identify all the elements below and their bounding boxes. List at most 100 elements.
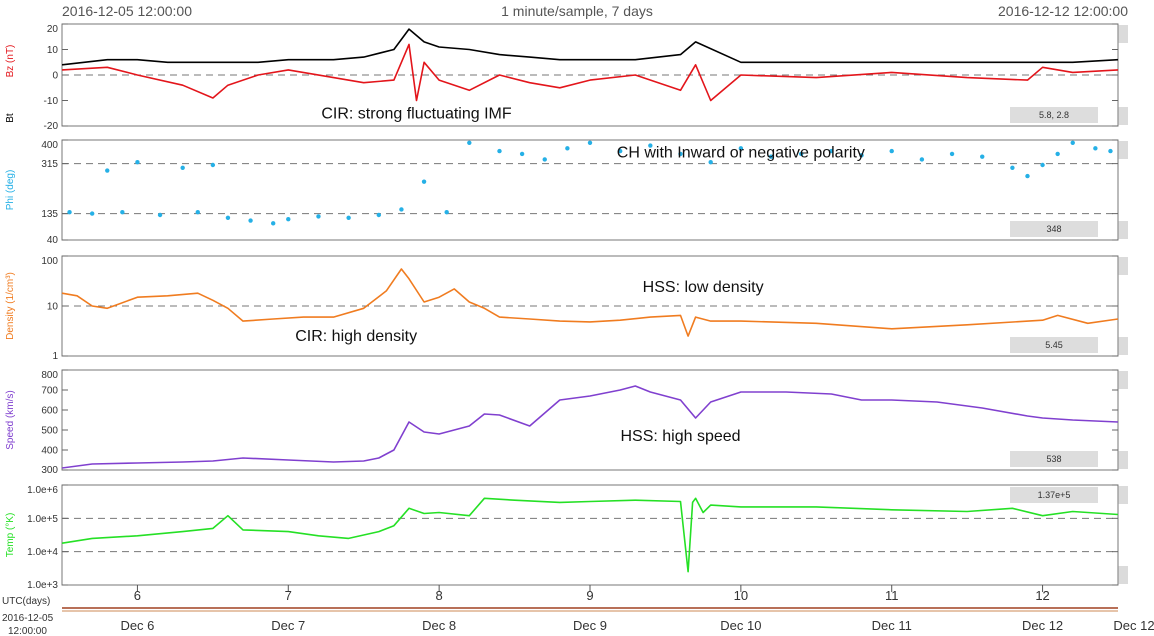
data-point-phi	[919, 157, 925, 162]
value-badge	[1010, 107, 1098, 123]
y-tick-label: 1	[52, 351, 58, 362]
y-axis-label: Temp (°K)	[5, 513, 16, 558]
data-point-phi	[678, 151, 683, 157]
y-tick-label: 500	[41, 426, 58, 437]
y-tick-label: 315	[41, 159, 58, 170]
series-line-temp	[62, 497, 1118, 573]
value-badge-text: 1.37e+5	[1038, 490, 1071, 500]
data-point-phi	[421, 179, 427, 184]
annotation-label: CIR: strong fluctuating IMF	[321, 105, 512, 122]
annotation-label: CH with Inward or negative polarity	[617, 145, 865, 162]
y-tick-label: 20	[47, 24, 59, 35]
y-tick-label: -20	[44, 121, 59, 132]
x-tick-label: 12	[1035, 588, 1049, 603]
value-badge-text: 348	[1046, 224, 1061, 234]
annotation-label: HSS: high speed	[620, 428, 740, 445]
data-point-phi	[829, 148, 834, 154]
data-point-phi	[708, 160, 713, 165]
value-badge	[1010, 337, 1098, 353]
value-badge	[1010, 487, 1098, 503]
data-point-phi	[135, 160, 140, 165]
data-point-phi	[1055, 151, 1060, 157]
panel-phi: 400 315 135 40 Phi (deg) 348 CH with Inward or…	[5, 139, 1128, 246]
data-point-phi	[248, 218, 253, 223]
x-date-label: Dec 11	[872, 618, 912, 633]
x-date-label: Dec 7	[271, 618, 305, 633]
header-start-time: 2016-12-05 12:00:00	[62, 3, 192, 19]
panel-frame	[61, 484, 1119, 586]
data-point-phi	[565, 146, 570, 151]
y-tick-label: 100	[41, 256, 58, 267]
x-tick-label: 8	[436, 588, 443, 603]
data-point-phi	[444, 210, 449, 215]
data-point-phi	[180, 165, 185, 170]
value-badge	[1010, 221, 1098, 237]
panel-frame	[61, 139, 1119, 241]
y-tick-label: 1.0e+3	[27, 580, 58, 591]
panel-bz: 20 10 0 -10 -20 Bz (nT) Bt 5.8, 2.8 CIR: strong …	[5, 23, 1128, 132]
y-tick-label: 0	[52, 71, 58, 82]
header-resolution: 1 minute/sample, 7 days	[501, 3, 653, 19]
data-point-phi	[399, 207, 404, 212]
data-point-phi	[799, 151, 804, 157]
y-tick-label: 1.0e+4	[27, 547, 58, 558]
data-point-phi	[89, 211, 95, 216]
annotation-label: HSS: low density	[643, 279, 764, 296]
y-tick-label: 800	[41, 370, 58, 381]
annotation-label: CIR: high density	[295, 328, 417, 345]
x-date-label: Dec 6	[120, 618, 154, 633]
panel-temp: 1.0e+6 1.0e+5 1.0e+4 1.0e+3 Temp (°K) 1.37e+5	[5, 484, 1128, 591]
utc-start-date: 2016-12-05	[2, 613, 54, 624]
utc-days-label: UTC(days)	[2, 596, 50, 607]
data-point-phi	[519, 151, 525, 157]
data-point-phi	[1025, 173, 1030, 179]
data-point-phi	[949, 151, 955, 157]
y-axis-label: Bz (nT)	[5, 45, 16, 78]
x-date-label: Dec 10	[720, 618, 761, 633]
x-date-label: Dec 8	[422, 618, 456, 633]
x-tick-label: 10	[734, 588, 748, 603]
y-tick-label: 10	[47, 302, 59, 313]
data-point-phi	[376, 212, 381, 218]
y-axis-label: Density (1/cm³)	[5, 272, 16, 340]
y-axis-label: Phi (deg)	[5, 170, 16, 211]
data-point-phi	[346, 215, 351, 220]
y-tick-label: 1.0e+6	[27, 485, 58, 496]
data-point-phi	[889, 148, 894, 154]
y-tick-label: 40	[47, 235, 59, 246]
data-point-phi	[1040, 162, 1045, 168]
y-tick-label: 600	[41, 406, 58, 417]
value-badge-text: 5.8, 2.8	[1039, 110, 1069, 120]
y-axis-label-secondary: Bt	[5, 113, 16, 123]
y-tick-label: -10	[44, 96, 59, 107]
x-tick-label: 7	[285, 588, 292, 603]
data-point-phi	[768, 154, 774, 159]
data-point-phi	[225, 215, 231, 220]
data-point-phi	[195, 210, 200, 215]
data-point-phi	[316, 214, 321, 219]
value-badge-text: 5.45	[1045, 340, 1063, 350]
panel-density: 100 10 1 Density (1/cm³) 5.45 HSS: low densit…	[5, 255, 1128, 362]
panel-speed: 800 700 600 500 400 300 Speed (km/s) 538 HSS: hi…	[5, 369, 1128, 476]
series-line-density	[62, 268, 1118, 337]
data-point-phi	[286, 216, 291, 222]
x-date-label: Dec 12	[1113, 618, 1154, 633]
data-point-phi	[210, 162, 216, 168]
data-point-phi	[1010, 165, 1015, 170]
y-tick-label: 400	[41, 140, 58, 151]
data-point-phi	[67, 210, 72, 215]
data-point-phi	[467, 140, 472, 145]
data-point-phi	[105, 168, 110, 173]
x-tick-label: 6	[134, 588, 141, 603]
y-tick-label: 400	[41, 446, 58, 457]
y-tick-label: 135	[41, 209, 58, 220]
series-line-bt	[62, 28, 1118, 66]
panel-frame	[61, 369, 1119, 471]
x-tick-label: 11	[885, 588, 899, 603]
data-point-phi	[1093, 146, 1098, 151]
data-point-phi	[120, 210, 125, 215]
data-point-phi	[497, 148, 502, 154]
data-point-phi	[587, 140, 593, 145]
x-tick-label: 9	[586, 588, 593, 603]
